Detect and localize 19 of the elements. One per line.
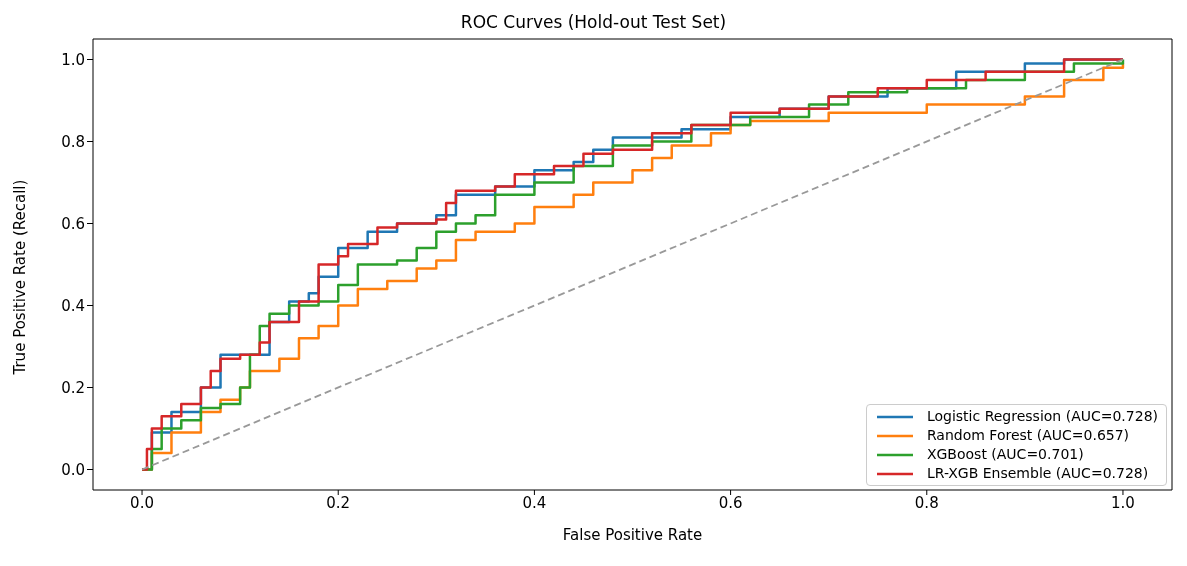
legend-label: LR-XGB Ensemble (AUC=0.728) — [926, 464, 1149, 483]
x-tick-label: 0.4 — [522, 493, 547, 512]
legend-label: XGBoost (AUC=0.701) — [926, 445, 1084, 464]
y-tick-label: 0.8 — [61, 132, 85, 151]
y-tick-label: 0.4 — [61, 296, 85, 315]
y-tick-label: 0.0 — [61, 460, 85, 479]
x-tick-label: 1.0 — [1111, 493, 1135, 512]
legend-label: Random Forest (AUC=0.657) — [926, 426, 1130, 445]
x-tick-label: 0.6 — [718, 493, 743, 512]
y-axis-title: True Positive Rate (Recall) — [11, 179, 30, 376]
x-tick-label: 0.0 — [130, 493, 154, 512]
chart-title: ROC Curves (Hold-out Test Set) — [459, 12, 728, 32]
legend-label: Logistic Regression (AUC=0.728) — [926, 407, 1158, 426]
x-axis-title: False Positive Rate — [562, 526, 703, 544]
x-tick-label: 0.8 — [914, 493, 939, 512]
y-tick-label: 1.0 — [61, 50, 85, 69]
y-tick-label: 0.6 — [61, 214, 85, 233]
y-tick-label: 0.2 — [61, 378, 85, 397]
x-tick-label: 0.2 — [326, 493, 351, 512]
